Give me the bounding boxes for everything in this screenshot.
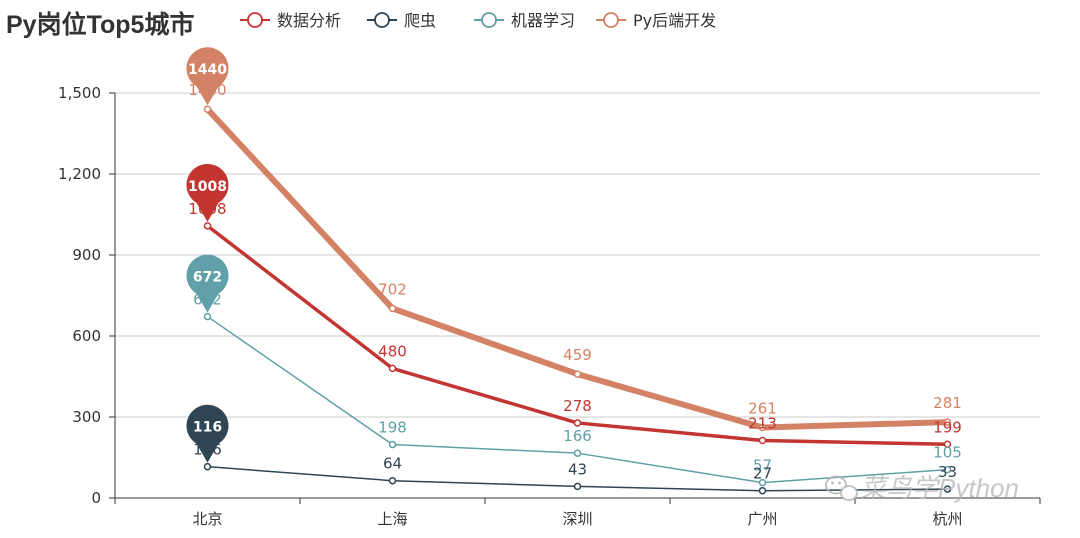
legend[interactable]: 数据分析 爬虫 机器学习 Py后端开发 xyxy=(240,11,716,30)
data-point[interactable] xyxy=(943,465,952,474)
data-point[interactable] xyxy=(388,304,397,313)
legend-label: 数据分析 xyxy=(277,11,341,30)
data-label: 166 xyxy=(563,427,592,445)
x-tick-label: 深圳 xyxy=(562,510,592,528)
pin-label: 1440 xyxy=(188,62,227,78)
max-pin: 672 xyxy=(186,254,229,313)
series-points xyxy=(203,105,952,495)
data-point[interactable] xyxy=(388,476,397,485)
series-line xyxy=(204,106,951,431)
legend-label: 机器学习 xyxy=(511,11,575,30)
legend-item[interactable]: Py后端开发 xyxy=(596,11,716,30)
data-point[interactable] xyxy=(758,478,767,487)
legend-item[interactable]: 爬虫 xyxy=(367,11,436,30)
pin-shape xyxy=(186,254,229,313)
max-markers: 672 116 1008 1440 xyxy=(186,47,229,463)
watermark: 菜鸟学Python xyxy=(825,473,1019,503)
max-pin: 1008 xyxy=(186,163,229,222)
y-tick-label: 1,500 xyxy=(58,84,101,102)
data-point[interactable] xyxy=(943,440,952,449)
grid xyxy=(115,92,1040,418)
data-point[interactable] xyxy=(758,423,767,432)
data-label: 281 xyxy=(933,394,962,412)
data-label: 64 xyxy=(383,455,402,473)
data-label: 459 xyxy=(563,346,592,364)
legend-label: Py后端开发 xyxy=(633,11,716,30)
data-label: 105 xyxy=(933,444,962,462)
data-point[interactable] xyxy=(573,482,582,491)
y-tick-label: 300 xyxy=(72,408,101,426)
data-point[interactable] xyxy=(758,436,767,445)
legend-marker xyxy=(374,12,390,28)
watermark-text: 菜鸟学Python xyxy=(860,473,1019,503)
data-label: 278 xyxy=(563,397,592,415)
data-point[interactable] xyxy=(573,370,582,378)
wechat-icon xyxy=(825,475,858,501)
x-tick-label: 上海 xyxy=(377,510,407,528)
data-point[interactable] xyxy=(943,485,952,493)
y-tick-label: 0 xyxy=(91,489,101,507)
legend-marker xyxy=(603,12,619,28)
pin-label: 116 xyxy=(193,420,222,436)
data-point[interactable] xyxy=(943,418,952,426)
data-label: 27 xyxy=(753,465,772,483)
chart-title: Py岗位Top5城市 xyxy=(6,10,194,39)
data-point[interactable] xyxy=(203,105,212,113)
data-label: 43 xyxy=(568,460,587,478)
data-point[interactable] xyxy=(388,440,397,449)
legend-marker xyxy=(247,12,263,28)
legend-item[interactable]: 机器学习 xyxy=(474,11,575,30)
max-pin: 1440 xyxy=(186,47,229,106)
legend-label: 爬虫 xyxy=(404,11,436,30)
data-point[interactable] xyxy=(203,222,212,230)
pin-shape xyxy=(186,163,229,222)
y-tick-label: 600 xyxy=(72,327,101,345)
axes: 0 300 600 900 1,200 1,500 北京 上海 深圳 广州 杭州 xyxy=(58,84,1041,528)
pin-label: 1008 xyxy=(188,179,227,195)
legend-marker xyxy=(481,12,497,28)
pin-label: 672 xyxy=(193,270,222,286)
data-label: 198 xyxy=(378,419,407,437)
data-label: 261 xyxy=(748,400,777,418)
data-point[interactable] xyxy=(203,462,212,471)
x-tick-label: 北京 xyxy=(192,510,222,528)
data-label: 702 xyxy=(378,280,407,298)
data-point[interactable] xyxy=(573,419,582,427)
data-label: 57 xyxy=(753,457,772,475)
data-label: 213 xyxy=(748,414,777,432)
y-tick-label: 900 xyxy=(72,246,101,264)
data-label: 199 xyxy=(933,418,962,436)
max-pin: 116 xyxy=(186,404,229,463)
pin-shape xyxy=(186,47,229,106)
x-tick-label: 广州 xyxy=(747,510,777,528)
data-label: 480 xyxy=(378,342,407,360)
data-point[interactable] xyxy=(573,449,582,457)
data-labels: 672 198 166 57 105 116 64 43 27 33 1008 480 278 213 19… xyxy=(188,81,961,483)
y-tick-label: 1,200 xyxy=(58,165,101,183)
pin-shape xyxy=(186,404,229,463)
legend-item[interactable]: 数据分析 xyxy=(240,11,341,30)
data-point[interactable] xyxy=(203,312,212,321)
x-tick-label: 杭州 xyxy=(932,510,962,528)
data-point[interactable] xyxy=(758,486,767,495)
data-point[interactable] xyxy=(388,364,397,373)
data-label: 33 xyxy=(938,463,957,481)
